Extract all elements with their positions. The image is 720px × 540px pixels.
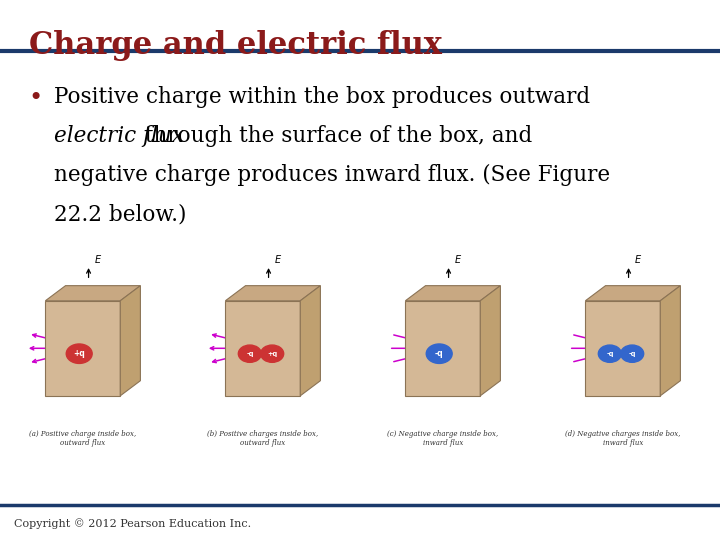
Polygon shape (45, 301, 120, 396)
Text: 22.2 below.): 22.2 below.) (54, 203, 186, 225)
Polygon shape (225, 301, 300, 396)
Text: (a) Positive charge inside box,
outward flux: (a) Positive charge inside box, outward … (30, 430, 136, 447)
Text: Positive charge within the box produces outward: Positive charge within the box produces … (54, 86, 590, 109)
Text: E: E (634, 255, 641, 265)
Text: -q: -q (246, 350, 253, 357)
Text: E: E (94, 255, 101, 265)
Circle shape (261, 345, 284, 362)
Circle shape (621, 345, 644, 362)
Circle shape (66, 344, 92, 363)
Text: (b) Positive charges inside box,
outward flux: (b) Positive charges inside box, outward… (207, 430, 318, 447)
Polygon shape (225, 286, 320, 301)
Text: Charge and electric flux: Charge and electric flux (29, 30, 441, 60)
Text: •: • (29, 86, 43, 110)
Polygon shape (120, 286, 140, 396)
Polygon shape (45, 286, 140, 301)
Polygon shape (660, 286, 680, 396)
Polygon shape (405, 286, 500, 301)
Text: electric flux: electric flux (54, 125, 184, 147)
Text: -q: -q (435, 349, 444, 358)
Text: -q: -q (606, 350, 613, 357)
Polygon shape (480, 286, 500, 396)
Text: +q: +q (267, 350, 277, 357)
Text: (d) Negative charges inside box,
inward flux: (d) Negative charges inside box, inward … (565, 430, 680, 447)
Circle shape (598, 345, 621, 362)
Polygon shape (405, 301, 480, 396)
Text: Copyright © 2012 Pearson Education Inc.: Copyright © 2012 Pearson Education Inc. (14, 518, 251, 529)
Text: through the surface of the box, and: through the surface of the box, and (138, 125, 533, 147)
Polygon shape (300, 286, 320, 396)
Polygon shape (585, 301, 660, 396)
Text: E: E (274, 255, 281, 265)
Text: (c) Negative charge inside box,
inward flux: (c) Negative charge inside box, inward f… (387, 430, 498, 447)
Text: +q: +q (73, 349, 85, 358)
Circle shape (238, 345, 261, 362)
Text: -q: -q (629, 350, 636, 357)
Polygon shape (585, 286, 680, 301)
Text: negative charge produces inward flux. (See Figure: negative charge produces inward flux. (S… (54, 164, 610, 186)
Circle shape (426, 344, 452, 363)
Text: E: E (454, 255, 461, 265)
